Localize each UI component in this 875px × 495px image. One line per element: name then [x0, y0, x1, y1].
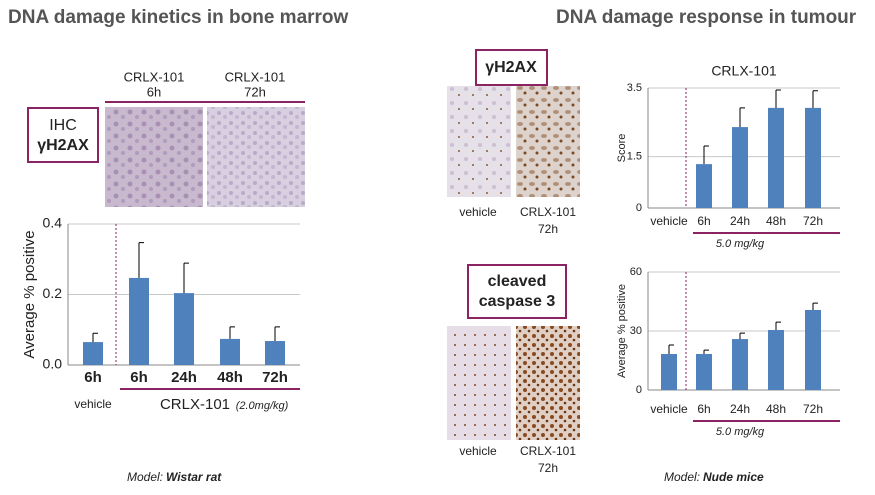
- image-caption: 6h: [147, 84, 161, 99]
- y-axis-label: Average % positive: [616, 284, 628, 378]
- x-tick-label: 24h: [171, 369, 197, 386]
- error-bar: [775, 89, 781, 108]
- micrograph: [447, 326, 511, 440]
- y-tick-label: 0.0: [43, 356, 63, 372]
- bar: [696, 354, 712, 390]
- model-name: Nude mice: [703, 470, 764, 484]
- stain-label: caspase 3: [479, 293, 556, 310]
- bar: [805, 309, 821, 390]
- error-bar: [703, 349, 709, 355]
- bar: [768, 330, 784, 390]
- error-bar: [812, 90, 818, 108]
- y-tick-label: 30: [630, 325, 642, 337]
- error-bar: [668, 344, 674, 355]
- x-tick-label: 6h: [697, 214, 710, 228]
- image-caption: vehicle: [459, 205, 497, 219]
- dose-label: 5.0 mg/kg: [716, 426, 765, 438]
- image-caption: CRLX-101: [520, 444, 576, 458]
- dose-label: 5.0 mg/kg: [716, 238, 765, 250]
- image-caption: CRLX-101: [520, 205, 576, 219]
- bar: [732, 127, 748, 208]
- bar: [129, 277, 149, 365]
- bar: [174, 293, 194, 365]
- image-caption: 72h: [538, 222, 558, 236]
- error-bar: [739, 332, 745, 340]
- image-caption: 72h: [538, 461, 558, 475]
- image-caption: CRLX-101: [225, 69, 286, 84]
- stain-label: cleaved: [488, 273, 547, 290]
- x-tick-label: 48h: [217, 369, 243, 386]
- bar: [805, 107, 821, 208]
- x-tick-label: 72h: [262, 369, 288, 386]
- error-bar: [183, 262, 189, 294]
- y-tick-label: 60: [630, 266, 642, 278]
- y-tick-label: 0: [636, 384, 642, 396]
- x-tick-label: 72h: [803, 402, 823, 416]
- micrograph: [516, 86, 580, 197]
- x-tick-label: 48h: [766, 402, 786, 416]
- model-label: Model:: [664, 470, 700, 484]
- x-tick-label: 24h: [730, 214, 750, 228]
- bar: [768, 107, 784, 208]
- x-tick-label: vehicle: [650, 214, 688, 228]
- bar: [661, 354, 677, 390]
- error-bar: [229, 326, 235, 339]
- stain-box: [475, 49, 548, 86]
- group-label: CRLX-101: [160, 396, 230, 413]
- micrograph: [516, 326, 580, 440]
- x-tick-label: 6h: [130, 369, 148, 386]
- error-bar: [138, 242, 144, 278]
- error-bar: [274, 326, 280, 342]
- x-tick-label: 6h: [697, 402, 710, 416]
- micrograph: [105, 107, 203, 207]
- error-bar: [739, 107, 745, 128]
- image-caption: CRLX-101: [124, 69, 185, 84]
- image-caption: 72h: [244, 84, 266, 99]
- error-bar: [775, 321, 781, 331]
- bar: [696, 164, 712, 208]
- dose-label: (2.0mg/kg): [236, 400, 289, 412]
- error-bar: [812, 302, 818, 310]
- error-bar: [92, 332, 98, 343]
- x-tick-label: vehicle: [650, 402, 688, 416]
- micrograph: [447, 86, 511, 197]
- heading: DNA damage response in tumour: [556, 7, 857, 28]
- bar: [732, 339, 748, 390]
- image-caption: vehicle: [459, 444, 497, 458]
- model-label: Model:: [127, 470, 163, 484]
- y-tick-label: 1.5: [627, 150, 642, 162]
- stain-box: [27, 107, 99, 163]
- chart-title: CRLX-101: [711, 63, 777, 79]
- x-tick-label: 24h: [730, 402, 750, 416]
- bar: [83, 342, 103, 365]
- model-name: Wistar rat: [166, 470, 222, 484]
- y-tick-label: 0.2: [43, 285, 63, 301]
- y-tick-label: 3.5: [627, 82, 642, 94]
- stain-label: γH2AX: [485, 59, 537, 76]
- x-tick-label: 48h: [766, 214, 786, 228]
- y-tick-label: 0.4: [43, 215, 63, 231]
- x-tick-label: 6h: [84, 369, 102, 386]
- error-bar: [703, 145, 709, 165]
- x-tick-label: 72h: [803, 214, 823, 228]
- bar: [220, 338, 240, 365]
- stain-label: IHC: [49, 117, 77, 134]
- heading: DNA damage kinetics in bone marrow: [8, 7, 349, 28]
- group-label: vehicle: [74, 397, 112, 411]
- y-tick-label: 0: [636, 202, 642, 214]
- bar: [265, 341, 285, 365]
- y-axis-label: Score: [616, 134, 628, 163]
- y-axis-label: Average % positive: [21, 230, 38, 358]
- stain-label: γH2AX: [37, 137, 89, 154]
- stain-box: [467, 264, 567, 319]
- micrograph: [207, 107, 305, 207]
